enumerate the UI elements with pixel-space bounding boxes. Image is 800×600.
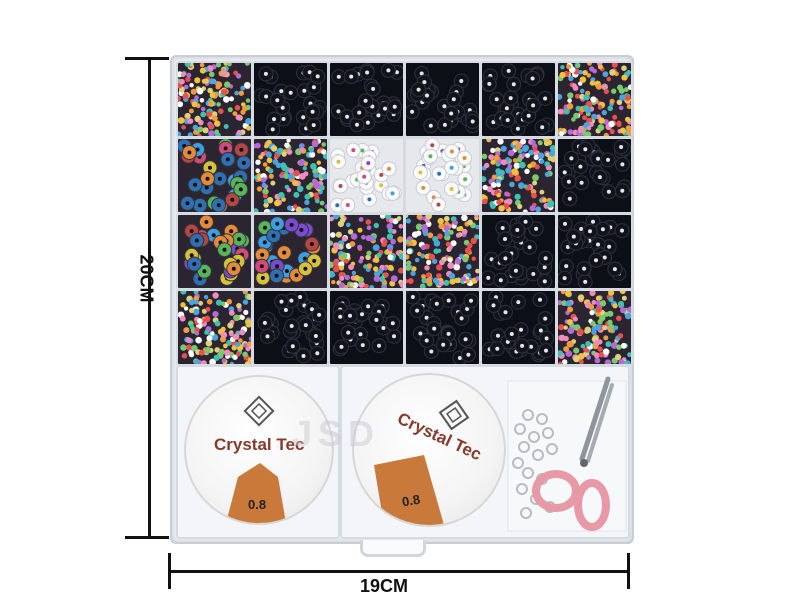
bead-compartment-black-letter: [252, 289, 329, 366]
bead-compartment-multicolor-seed: [176, 61, 253, 138]
bead-storage-box: Crystal Tec 0.8 Crystal Tec 0.8: [170, 55, 634, 544]
spool-brand-text: Crystal Tec: [214, 435, 305, 454]
bead-compartment-colorful-letter: [176, 213, 253, 290]
width-label: 19CM: [360, 576, 409, 596]
spool-logo-icon: [374, 399, 470, 525]
bead-compartment-black-letter: [480, 61, 557, 138]
bead-compartment-black-letter: [404, 289, 481, 366]
bead-compartment-multicolor-seed: [556, 61, 633, 138]
width-dimension-cap-right: [627, 553, 630, 589]
elastic-cord-spool: Crystal Tec 0.8: [184, 375, 334, 525]
height-dimension-cap-top: [125, 57, 169, 60]
spool-size-text: 0.8: [248, 497, 267, 512]
spool-logo-icon: [226, 395, 286, 523]
bead-compartment-black-letter: [480, 213, 557, 290]
bead-compartment-black-letter: [404, 61, 481, 138]
bead-compartment-black-letter: [328, 61, 405, 138]
bead-compartment-colorful-letter: [252, 213, 329, 290]
bead-compartment-white-letter: [328, 137, 405, 214]
bead-compartment-multicolor-seed: [176, 289, 253, 366]
bead-compartment-multicolor-seed: [328, 213, 405, 290]
bead-compartment-black-letter: [252, 61, 329, 138]
height-label: 20CM: [136, 254, 157, 303]
box-handle: [360, 540, 426, 557]
bead-compartment-black-letter: [556, 137, 633, 214]
bead-compartment-multicolor-seed: [480, 137, 557, 214]
width-dimension-cap-left: [168, 553, 171, 589]
bead-compartment-colorful-letter: [176, 137, 253, 214]
bead-compartment-multicolor-seed: [252, 137, 329, 214]
bead-compartment-white-letter: [404, 137, 481, 214]
scissors-icon: [532, 376, 614, 531]
spool-compartment-right: Crystal Tec 0.8: [340, 365, 630, 539]
watermark-text: JSD: [292, 413, 381, 454]
spool-size-text: 0.8: [400, 491, 422, 510]
bead-compartment-black-letter: [480, 289, 557, 366]
height-dimension-cap-bottom: [125, 536, 169, 539]
height-dimension-line: [148, 58, 151, 538]
elastic-cord-spool: Crystal Tec 0.8: [352, 373, 506, 527]
bead-compartment-multicolor-seed: [404, 213, 481, 290]
bead-compartment-multicolor-seed: [556, 289, 633, 366]
bead-compartment-black-letter: [556, 213, 633, 290]
spool-compartment-left: Crystal Tec 0.8: [176, 365, 340, 539]
scissors-and-jump-rings: [507, 376, 627, 532]
bead-compartment-black-letter: [328, 289, 405, 366]
width-dimension-line: [170, 570, 628, 573]
